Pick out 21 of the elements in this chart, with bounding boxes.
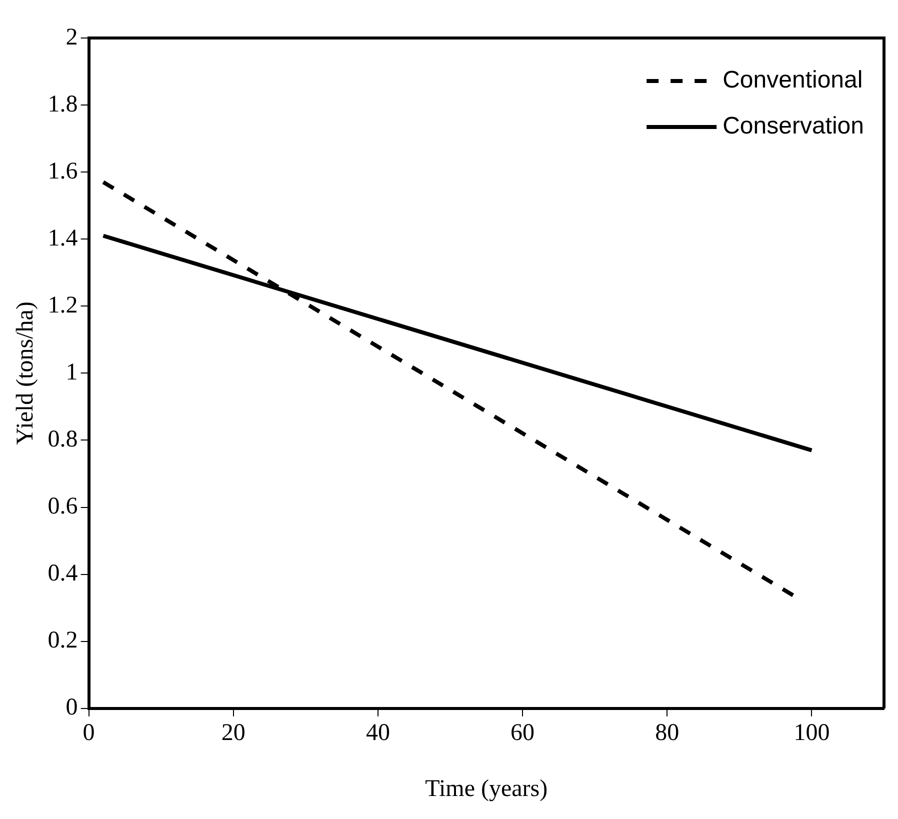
y-tick-label: 1.6 xyxy=(48,158,78,184)
y-axis-title: Yield (tons/ha) xyxy=(12,302,39,445)
y-tick-label: 0.4 xyxy=(48,560,78,587)
x-tick-label: 0 xyxy=(82,720,95,746)
legend-label: Conventional xyxy=(722,66,863,94)
x-tick-label: 40 xyxy=(366,720,390,746)
y-tick-label: 1 xyxy=(66,359,78,386)
y-tick-label: 0.8 xyxy=(48,426,78,453)
y-tick-label: 1.4 xyxy=(48,225,78,252)
x-axis-title: Time (years) xyxy=(425,776,548,802)
y-tick-label: 2 xyxy=(66,24,78,50)
y-tick-label: 1.8 xyxy=(48,91,78,118)
legend-label: Conservation xyxy=(722,112,864,140)
x-tick-label: 60 xyxy=(510,720,535,746)
y-tick-label: 1.2 xyxy=(48,292,78,318)
x-tick-label: 80 xyxy=(655,720,680,746)
y-tick-label: 0.6 xyxy=(48,494,78,520)
y-tick-label: 0.2 xyxy=(48,628,78,654)
x-tick-label: 100 xyxy=(794,720,830,746)
x-tick-label: 20 xyxy=(221,720,246,746)
y-tick-label: 0 xyxy=(66,694,78,721)
